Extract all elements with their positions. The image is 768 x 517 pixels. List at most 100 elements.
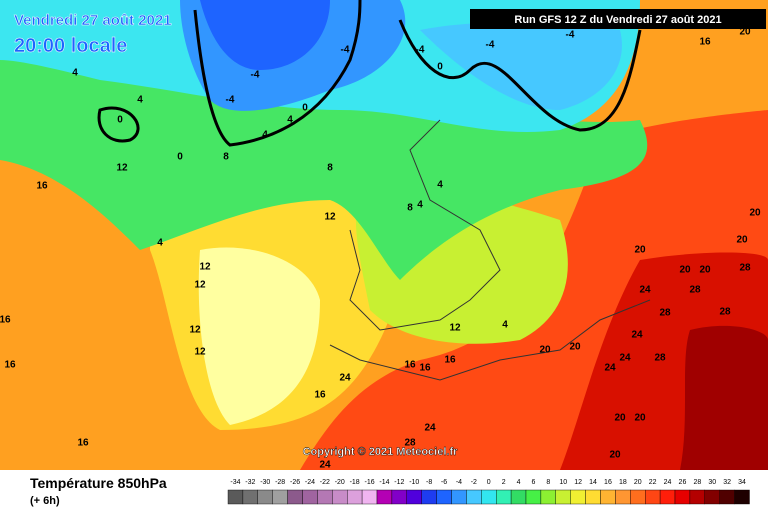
contour-label: 20 bbox=[569, 342, 581, 353]
contour-label: 28 bbox=[659, 308, 671, 319]
contour-label: 12 bbox=[194, 280, 206, 291]
contour-label: 0 bbox=[117, 115, 123, 126]
contour-label: 20 bbox=[739, 27, 751, 38]
contour-label: 24 bbox=[424, 423, 436, 434]
scale-swatch bbox=[496, 489, 512, 505]
scale-swatch bbox=[510, 489, 527, 505]
contour-label: 16 bbox=[419, 363, 431, 374]
scale-label: -26 bbox=[290, 479, 300, 486]
contour-label: 20 bbox=[634, 245, 646, 256]
hot-core bbox=[680, 325, 768, 470]
scale-swatch bbox=[734, 489, 750, 505]
scale-label: 14 bbox=[589, 479, 597, 486]
contour-label: 24 bbox=[619, 353, 631, 364]
contour-label: 4 bbox=[502, 320, 508, 331]
scale-swatch bbox=[689, 489, 706, 505]
scale-swatch bbox=[272, 489, 288, 505]
scale-swatch bbox=[391, 489, 407, 505]
color-scale: -34 -32 -30 -28 -26 -24 -22 -20 -18 -16 -14 -12 -10-… bbox=[227, 479, 750, 505]
contour-label: 16 bbox=[4, 360, 16, 371]
scale-label: 10 bbox=[559, 479, 567, 486]
contour-label: 12 bbox=[189, 325, 201, 336]
contour-label: 24 bbox=[639, 285, 651, 296]
contour-label: 20 bbox=[614, 413, 626, 424]
coastline bbox=[349, 119, 501, 331]
contour-label: 16 bbox=[77, 438, 89, 449]
contour-label: 16 bbox=[699, 37, 711, 48]
date: Vendredi 27 août 2021 bbox=[14, 12, 172, 29]
scale-swatch bbox=[704, 489, 720, 505]
contour-label: 20 bbox=[679, 265, 691, 276]
contour-label: 28 bbox=[404, 438, 416, 449]
coastline bbox=[329, 299, 651, 381]
scale-label: 16 bbox=[604, 479, 612, 486]
scale-label: -24 bbox=[305, 479, 315, 486]
contour-label: 16 bbox=[314, 390, 326, 401]
scale-swatch bbox=[406, 489, 422, 505]
scale-label: 0 bbox=[487, 479, 491, 486]
scale-swatch bbox=[317, 489, 333, 505]
contour-label: 28 bbox=[689, 285, 701, 296]
scale-label: -22 bbox=[320, 479, 330, 486]
scale-label: -12 bbox=[394, 479, 404, 486]
scale-swatch bbox=[540, 489, 557, 505]
scale-swatch bbox=[585, 489, 601, 505]
contour-label: 16 bbox=[444, 355, 456, 366]
contour-labels: -4-4-4 -4 -4-40000444444448881212121212121… bbox=[0, 27, 761, 471]
contour-label: -4 bbox=[251, 70, 260, 81]
contour-label: 4 bbox=[417, 200, 423, 211]
contour-label: 28 bbox=[719, 307, 731, 318]
isotherm bbox=[193, 0, 362, 147]
contour-label: 8 bbox=[407, 203, 413, 214]
scale-label: 2 bbox=[502, 479, 506, 486]
scale-label: -4 bbox=[456, 479, 462, 486]
scale-label: -34 bbox=[230, 479, 240, 486]
contour-label: 24 bbox=[631, 330, 643, 341]
scale-swatch bbox=[525, 489, 542, 505]
contour-label: 4 bbox=[157, 238, 163, 249]
time: 20:00 locale bbox=[14, 35, 127, 57]
scale-swatch bbox=[347, 489, 363, 505]
contour-label: 20 bbox=[539, 345, 551, 356]
scale-swatch bbox=[451, 489, 467, 505]
scale-label: 18 bbox=[619, 479, 627, 486]
contour-label: 12 bbox=[449, 323, 461, 334]
run-info: Run GFS 12 Z du Vendredi 27 août 2021 bbox=[514, 14, 721, 26]
contour-label: -4 bbox=[486, 40, 495, 51]
contour-label: 20 bbox=[736, 235, 748, 246]
scale-label: 32 bbox=[723, 479, 731, 486]
scale-label: 12 bbox=[574, 479, 582, 486]
scale-label: -18 bbox=[350, 479, 360, 486]
scale-label: 8 bbox=[546, 479, 550, 486]
scale-swatch bbox=[466, 489, 482, 505]
scale-swatch bbox=[630, 489, 646, 505]
scale-swatch bbox=[674, 489, 691, 505]
contour-label: 28 bbox=[739, 263, 751, 274]
scale-swatch bbox=[257, 489, 273, 505]
contour-label: 24 bbox=[604, 363, 616, 374]
scale-swatch bbox=[242, 489, 258, 505]
scale-label: 34 bbox=[738, 479, 746, 486]
scale-swatch bbox=[600, 489, 616, 505]
contour-label: 8 bbox=[327, 163, 333, 174]
scale-label: 20 bbox=[634, 479, 642, 486]
contour-label: 16 bbox=[0, 315, 11, 326]
cold-pool bbox=[420, 22, 622, 110]
contour-label: 24 bbox=[339, 373, 351, 384]
scale-label: 30 bbox=[708, 479, 716, 486]
scale-swatch bbox=[302, 489, 318, 505]
scale-label: 28 bbox=[693, 479, 701, 486]
scale-swatch bbox=[421, 489, 437, 505]
contour-label: 0 bbox=[302, 103, 308, 114]
scale-swatch bbox=[287, 489, 303, 505]
contour-label: 4 bbox=[287, 115, 293, 126]
contour-label: 12 bbox=[324, 212, 336, 223]
contour-label: 16 bbox=[36, 181, 48, 192]
contour-label: -4 bbox=[341, 45, 350, 56]
contour-label: 4 bbox=[437, 180, 443, 191]
contour-label: 28 bbox=[654, 353, 666, 364]
contour-label: -4 bbox=[416, 45, 425, 56]
contour-label: -4 bbox=[566, 30, 575, 41]
scale-swatch bbox=[481, 489, 497, 505]
footer-title: Température 850hPa bbox=[30, 475, 167, 491]
